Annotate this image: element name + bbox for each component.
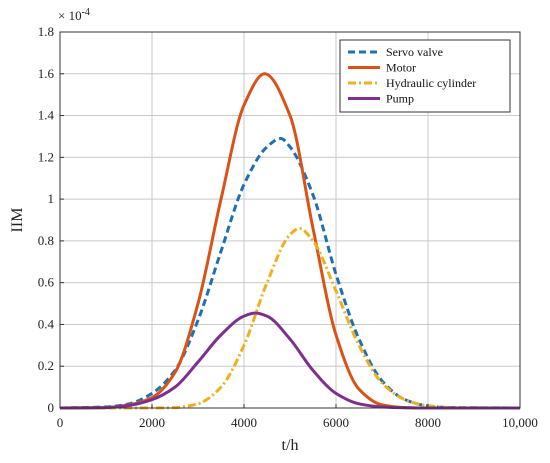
y-tick-label: 1.8 (38, 24, 54, 39)
x-tick-label: 4000 (231, 415, 257, 430)
series-lines (59, 72, 521, 410)
x-axis-label: t/h (282, 437, 299, 454)
plot-frame (59, 31, 521, 409)
legend-entry: Pump (386, 92, 414, 106)
y-tick-label: 1 (48, 191, 55, 206)
y-tick-label: 0 (48, 400, 55, 415)
y-tick-label: 0.4 (38, 316, 55, 331)
legend-entry: Motor (386, 61, 416, 75)
x-tick-label: 2000 (139, 415, 165, 430)
y-tick-label: 0.6 (38, 275, 55, 290)
y-axis-label: IIM (9, 208, 26, 233)
x-tick-label: 8000 (415, 415, 441, 430)
series-line-hydraulic-cylinder (60, 226, 521, 410)
y-tick-label: 0.8 (38, 233, 54, 248)
x-tick-label: 10,000 (502, 415, 538, 430)
legend-entry: Hydraulic cylinder (386, 76, 476, 90)
y-tick-label: 1.4 (38, 108, 55, 123)
x-tick-label: 6000 (323, 415, 349, 430)
legend-entry: Servo valve (386, 45, 443, 59)
y-tick-label: 1.2 (38, 149, 54, 164)
y-exponent-power: -4 (82, 7, 90, 18)
y-exponent-label: × 10-4 (58, 7, 90, 23)
y-exponent-base: × 10 (58, 8, 82, 23)
series-line-servo-valve (59, 137, 521, 410)
tick-labels: 0 2000 4000 6000 8000 10,000 0 0.2 0.4 0.6 0.8 1 1.2… (38, 24, 538, 430)
y-tick-label: 1.6 (38, 66, 55, 81)
series-line-pump (59, 311, 520, 410)
x-tick-label: 0 (57, 415, 64, 430)
y-tick-label: 0.2 (38, 358, 54, 373)
